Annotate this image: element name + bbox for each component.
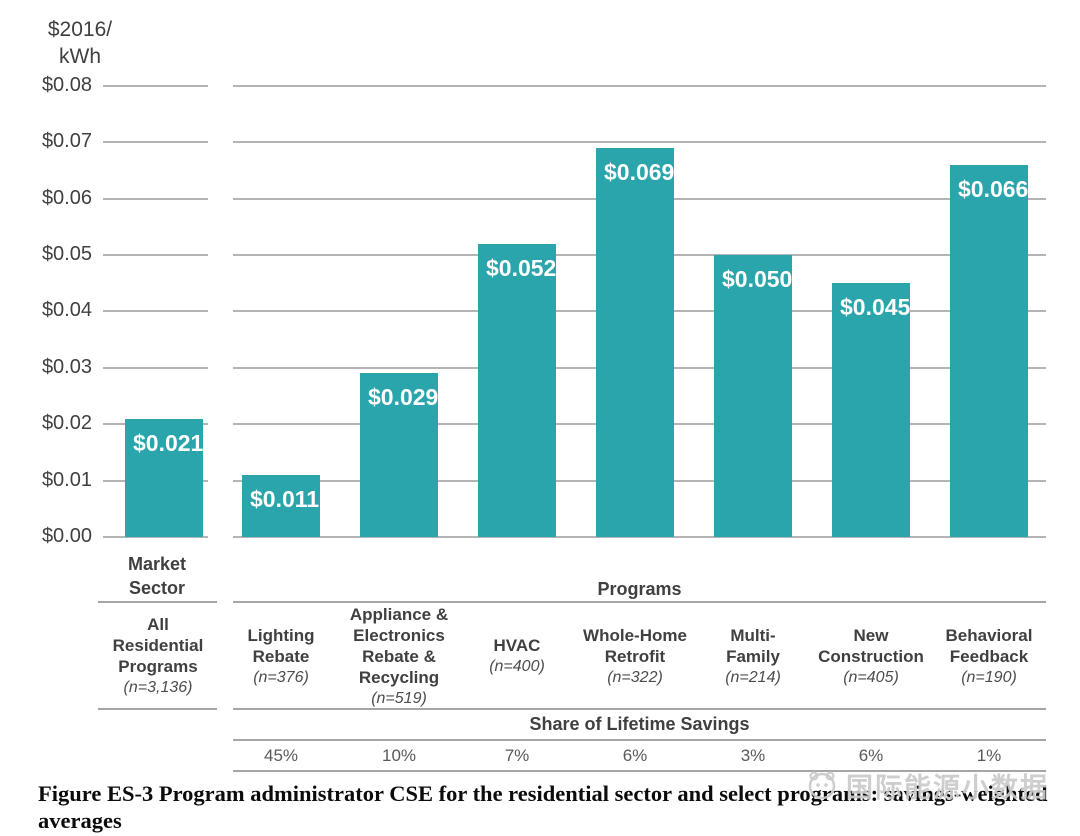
bar-value-label: $0.011 <box>250 486 320 512</box>
y-axis-tick-label: $0.02 <box>41 412 92 435</box>
bar-value-label: $0.052 <box>486 254 557 281</box>
column-label-multi-family: Multi- Family (n=214) <box>694 606 812 706</box>
column-label-appliance-electronics: Appliance & Electronics Rebate & Recycli… <box>340 604 458 707</box>
column-n: (n=190) <box>961 668 1017 686</box>
y-axis-tick-label: $0.05 <box>41 243 92 265</box>
divider-market-header <box>98 601 217 603</box>
group-header-market-sector: Market Sector <box>127 554 187 598</box>
column-label-whole-home-retrofit: Whole-Home Retrofit (n=322) <box>576 606 694 706</box>
group-header-programs: Programs <box>597 579 682 599</box>
share-value-behavioral: 1% <box>976 746 1002 765</box>
bar: $0.029 <box>360 373 438 537</box>
share-value-lighting: 45% <box>263 746 299 765</box>
y-axis-tick-label: $0.07 <box>41 130 92 153</box>
share-of-lifetime-savings-header: Share of Lifetime Savings <box>529 714 750 734</box>
gridline <box>233 536 1046 538</box>
gridline <box>103 310 208 313</box>
share-value-whole-home: 6% <box>622 746 648 765</box>
bar: $0.045 <box>832 283 910 537</box>
bar: $0.011 <box>242 475 320 537</box>
bar-value-label: $0.021 <box>133 429 204 456</box>
column-label-hvac: HVAC (n=400) <box>458 606 576 706</box>
column-label-new-construction: New Construction (n=405) <box>812 606 930 706</box>
watermark: 国际能源小数据 <box>804 764 1049 806</box>
column-label-all-residential: All Residential Programs (n=3,136) <box>98 606 218 706</box>
divider-market-labels <box>98 708 217 710</box>
bar: $0.021 <box>125 418 204 537</box>
bar: $0.066 <box>950 164 1029 537</box>
column-name: Behavioral Feedback <box>945 625 1033 666</box>
y-axis-tick-label: $0.04 <box>41 299 92 322</box>
bar-value-label: $0.066 <box>958 175 1029 202</box>
bar-value-label: $0.050 <box>722 266 793 292</box>
y-axis-unit-label: $2016/ kWh <box>47 18 113 69</box>
watermark-logo-icon <box>804 767 840 803</box>
y-axis-tick-label: $0.08 <box>41 73 92 96</box>
gridline <box>103 536 208 538</box>
column-name: All Residential Programs <box>112 615 204 676</box>
share-value-hvac: 7% <box>504 746 530 765</box>
divider-share-values <box>233 770 1046 772</box>
divider-share-header <box>233 739 1046 741</box>
column-n: (n=405) <box>843 668 899 686</box>
share-value-appliance: 10% <box>381 746 417 765</box>
y-axis-tick-label: $0.03 <box>41 355 92 378</box>
y-axis-tick-label: $0.01 <box>41 468 92 491</box>
column-n: (n=214) <box>725 668 781 686</box>
gridline <box>103 141 208 144</box>
gridline <box>103 84 208 87</box>
column-name: HVAC <box>493 636 541 655</box>
gridline <box>233 141 1046 144</box>
bar-value-label: $0.029 <box>368 384 439 411</box>
column-n: (n=322) <box>607 668 663 686</box>
share-value-multi-family: 3% <box>740 746 766 765</box>
bar: $0.069 <box>596 147 675 537</box>
column-name: Appliance & Electronics Rebate & Recycli… <box>349 604 449 687</box>
divider-programs-labels <box>233 708 1046 710</box>
bar: $0.052 <box>478 243 557 537</box>
gridline <box>103 197 208 200</box>
gridline <box>233 84 1046 87</box>
gridline <box>103 254 208 256</box>
column-name: New Construction <box>818 625 924 666</box>
y-axis-tick-label: $0.00 <box>41 525 92 547</box>
watermark-text: 国际能源小数据 <box>846 772 1049 803</box>
column-name: Lighting Rebate <box>247 625 315 666</box>
column-n: (n=3,136) <box>123 679 193 696</box>
bar: $0.050 <box>714 255 792 537</box>
bar-value-label: $0.069 <box>604 158 675 185</box>
gridline <box>103 366 208 369</box>
divider-programs-header <box>233 601 1046 603</box>
column-n: (n=519) <box>371 689 427 707</box>
column-n: (n=376) <box>253 668 309 686</box>
column-label-lighting-rebate: Lighting Rebate (n=376) <box>222 606 340 706</box>
column-name: Whole-Home Retrofit <box>583 625 687 666</box>
column-name: Multi- Family <box>726 625 780 666</box>
bar-value-label: $0.045 <box>840 294 911 321</box>
share-value-new-construction: 6% <box>858 746 884 765</box>
figure-caption: Figure ES-3 Program administrator CSE fo… <box>38 781 1048 833</box>
column-label-behavioral-feedback: Behavioral Feedback (n=190) <box>930 606 1048 706</box>
y-axis-tick-label: $0.06 <box>41 186 92 209</box>
column-n: (n=400) <box>489 658 545 675</box>
